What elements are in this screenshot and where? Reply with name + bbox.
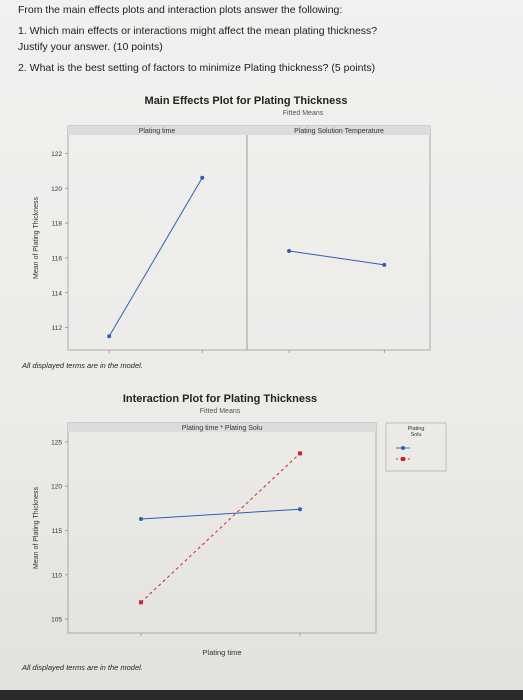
interaction-title: Interaction Plot for Plating Thickness (123, 393, 317, 405)
main-effects-subtitle: Fitted Means (283, 110, 324, 117)
interaction-subtitle: Fitted Means (200, 408, 241, 415)
interaction-ylabel: Mean of Plating Thickness (33, 487, 40, 569)
main-effects-ytick-label: 122 (51, 151, 62, 158)
legend-title-line-2: Solu (410, 432, 421, 438)
main-effects-panel-2-title: Plating Solution Temperature (294, 128, 384, 135)
main-effects-point (287, 248, 292, 253)
main-effects-panel-1-header (68, 126, 247, 135)
interaction-series-2-line (140, 453, 301, 603)
main-effects-panel-1-title: Plating time (139, 128, 176, 135)
interaction-series-2-point (298, 451, 302, 456)
interaction-footnote: All displayed terms are in the model. (21, 663, 143, 672)
legend-series-2-marker (401, 457, 405, 461)
main-effects-ytick-label: 120 (51, 186, 62, 193)
main-effects-footnote: All displayed terms are in the model. (21, 361, 143, 370)
interaction-ytick-label: 115 (52, 528, 63, 535)
main-effects-title: Main Effects Plot for Plating Thickness (145, 95, 348, 107)
interaction-series-1-line (140, 508, 301, 520)
main-effects-point (382, 262, 387, 267)
main-effects-line-panel-1 (108, 177, 203, 337)
main-effects-line-panel-2 (289, 250, 385, 266)
question-1-line-1: 1. Which main effects or interactions mi… (18, 25, 378, 37)
interaction-series-1-point (139, 516, 143, 521)
interaction-panel-frame (67, 422, 377, 634)
interaction-panel-header (68, 423, 376, 432)
question-block: From the main effects plots and interact… (18, 4, 508, 78)
interaction-ytick-label: 110 (52, 572, 63, 579)
interaction-panel-title: Plating time * Plating Solu (182, 425, 263, 432)
main-effects-point (200, 175, 205, 180)
main-effects-ytick-label: 118 (52, 221, 63, 228)
interaction-series-2-point (139, 600, 143, 605)
interaction-ytick-label: 120 (51, 484, 62, 491)
interaction-xlabel: Plating time (202, 648, 241, 657)
main-effects-ytick-label: 114 (52, 290, 63, 297)
intro-text: From the main effects plots and interact… (18, 4, 343, 16)
photo-bottom-edge (0, 690, 523, 700)
legend-title-line-1: Plating (408, 426, 425, 432)
interaction-legend: Plating Solu (385, 422, 447, 472)
interaction-series-1-point (298, 507, 302, 512)
main-effects-ytick-label: 116 (52, 255, 63, 262)
main-effects-ylabel: Mean of Plating Thickness (33, 197, 40, 279)
interaction-ytick-label: 105 (51, 617, 62, 624)
main-effects-ytick-label: 112 (52, 325, 63, 332)
main-effects-panel-2-header (247, 126, 430, 135)
question-2: 2. What is the best setting of factors t… (18, 62, 376, 74)
interaction-ytick-label: 125 (51, 439, 62, 446)
legend-series-1-marker (401, 446, 405, 450)
interaction-legend-box (385, 422, 447, 472)
question-1-line-2: Justify your answer. (10 points) (18, 41, 163, 53)
main-effects-point (107, 334, 112, 339)
